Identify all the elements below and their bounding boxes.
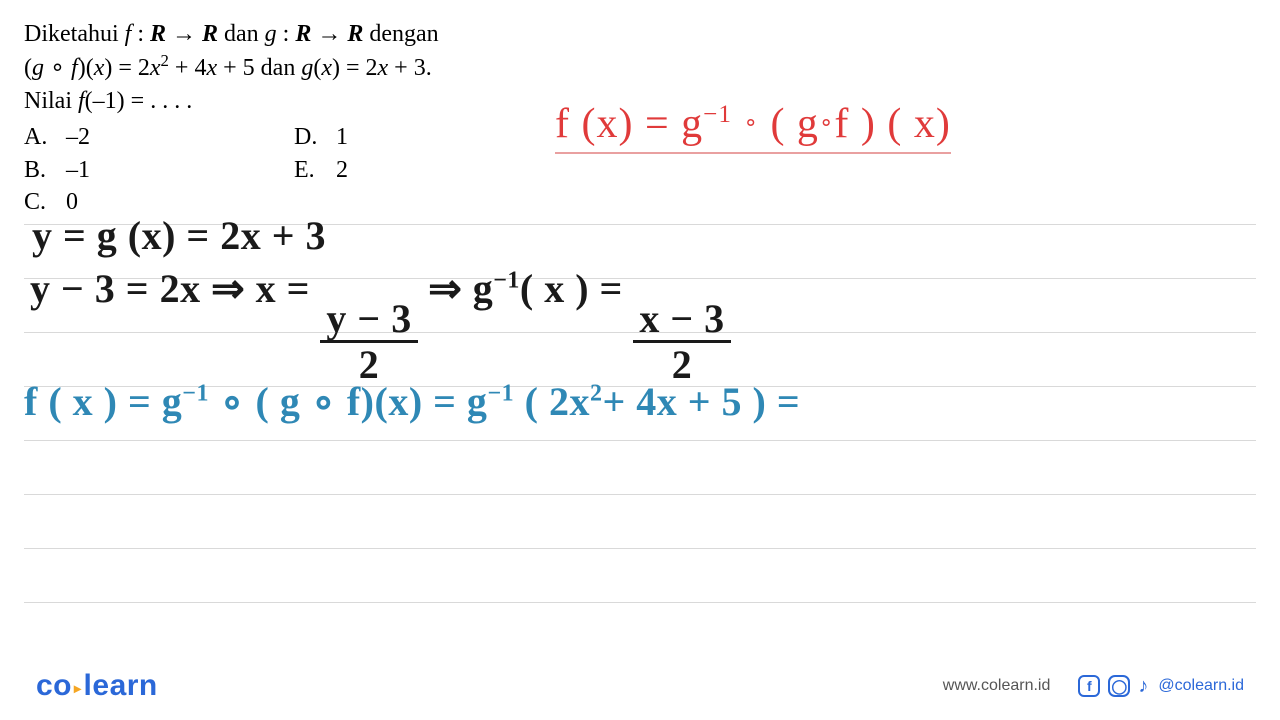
t: f ( x ) = g: [24, 379, 182, 424]
val: –2: [66, 124, 90, 150]
option-e: E.2: [294, 154, 348, 186]
t: (–1) = . . . .: [85, 88, 193, 114]
R: R: [347, 21, 363, 47]
t: f ) ( x): [834, 101, 950, 147]
sq: 2: [590, 381, 603, 407]
t: + 3.: [388, 55, 432, 81]
ruled-line: [24, 494, 1256, 495]
val: 2: [336, 157, 348, 183]
fraction-2: x − 32: [633, 299, 730, 385]
t: ( 2x: [514, 379, 590, 424]
f: f: [71, 55, 78, 81]
R: R: [150, 21, 166, 47]
x: x: [150, 55, 161, 81]
f: f: [78, 88, 85, 114]
t: Nilai: [24, 88, 78, 114]
brand-logo: co▸learn: [36, 669, 158, 703]
t: ) = 2: [332, 55, 378, 81]
x: x: [378, 55, 389, 81]
problem-line-3: Nilai f(–1) = . . . .: [24, 85, 439, 117]
g: g: [32, 55, 44, 81]
R: R: [295, 21, 311, 47]
social-icons: f ◯ ♪ @colearn.id: [1078, 675, 1244, 698]
x: x: [94, 55, 105, 81]
t: ( g: [759, 101, 819, 147]
problem-block: Diketahui f : R → R dan g : R → R dengan…: [24, 18, 439, 218]
t: )(: [78, 55, 94, 81]
logo-part-2: learn: [84, 669, 158, 702]
circ: ∘: [819, 109, 834, 135]
t: + 4x + 5 ) =: [602, 379, 800, 424]
t: ∘: [44, 55, 71, 81]
t: + 4: [169, 55, 207, 81]
t: ⇒ g: [418, 266, 494, 311]
t: →: [166, 21, 202, 47]
x: x: [206, 55, 217, 81]
g: g: [265, 21, 277, 47]
options-col-2: D.1 E.2: [294, 121, 348, 218]
ruled-line: [24, 548, 1256, 549]
option-a: A.–2: [24, 121, 294, 153]
t: [732, 101, 744, 147]
t: ( x ) =: [520, 266, 633, 311]
R: R: [202, 21, 218, 47]
t: (: [24, 55, 32, 81]
sup: −1: [182, 381, 209, 407]
option-b: B.–1: [24, 154, 294, 186]
options-col-1: A.–2 B.–1 C.0: [24, 121, 294, 218]
t: Diketahui: [24, 21, 125, 47]
footer: co▸learn www.colearn.id f ◯ ♪ @colearn.i…: [0, 658, 1280, 720]
tiktok-icon: ♪: [1138, 675, 1148, 698]
sup: −1: [703, 101, 732, 128]
handwriting-line-2: y − 3 = 2x ⇒ x = y − 32 ⇒ g−1( x ) = x −…: [30, 265, 731, 385]
problem-line-1: Diketahui f : R → R dan g : R → R dengan: [24, 18, 439, 50]
hint-formula-red: f (x) = g−1 ∘ ( g∘f ) ( x): [555, 100, 951, 154]
val: 1: [336, 124, 348, 150]
sup: −1: [493, 268, 520, 294]
logo-dot-icon: ▸: [72, 680, 84, 696]
handwriting-line-3: f ( x ) = g−1 ∘ ( g ∘ f)(x) = g−1 ( 2x2+…: [24, 378, 800, 425]
fraction-1: y − 32: [320, 299, 417, 385]
logo-part-1: co: [36, 669, 72, 702]
t: dengan: [363, 21, 438, 47]
x: x: [321, 55, 332, 81]
t: :: [131, 21, 150, 47]
circ: ∘: [743, 109, 758, 135]
sup: −1: [487, 381, 514, 407]
num: x − 3: [633, 299, 730, 343]
num: y − 3: [320, 299, 417, 343]
t: + 5 dan: [217, 55, 301, 81]
t: ∘ ( g ∘ f)(x) = g: [209, 379, 487, 424]
t: ) = 2: [104, 55, 150, 81]
answer-options: A.–2 B.–1 C.0 D.1 E.2: [24, 121, 439, 218]
problem-line-2: (g ∘ f)(x) = 2x2 + 4x + 5 dan g(x) = 2x …: [24, 50, 439, 84]
ruled-line: [24, 602, 1256, 603]
facebook-icon: f: [1078, 675, 1100, 697]
t: :: [277, 21, 296, 47]
t: dan: [218, 21, 265, 47]
instagram-icon: ◯: [1108, 675, 1130, 697]
option-d: D.1: [294, 121, 348, 153]
website-url: www.colearn.id: [943, 677, 1051, 695]
t: f (x) = g: [555, 101, 703, 147]
g: g: [301, 55, 313, 81]
t: →: [311, 21, 347, 47]
sq: 2: [161, 51, 169, 70]
social-handle: @colearn.id: [1158, 677, 1244, 695]
handwriting-line-1: y = g (x) = 2x + 3: [32, 212, 326, 259]
ruled-line: [24, 440, 1256, 441]
t: y − 3 = 2x ⇒ x =: [30, 266, 320, 311]
val: –1: [66, 157, 90, 183]
